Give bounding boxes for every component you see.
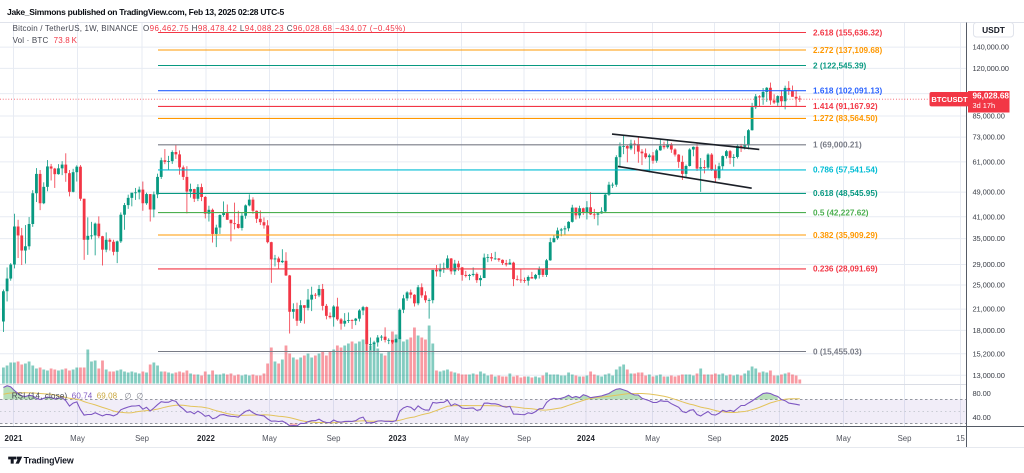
svg-text:0.236 (28,091.69): 0.236 (28,091.69) — [813, 265, 878, 274]
svg-text:Bitcoin / TetherUS, 1W, BINANC: Bitcoin / TetherUS, 1W, BINANCE — [13, 24, 138, 33]
svg-text:RSI (14, close): RSI (14, close) — [12, 392, 68, 401]
svg-text:18,000.00: 18,000.00 — [973, 326, 1005, 335]
svg-text:80.00: 80.00 — [973, 389, 991, 398]
svg-text:120,000.00: 120,000.00 — [973, 64, 1009, 73]
svg-text:0 (15,455.03): 0 (15,455.03) — [813, 347, 862, 356]
svg-text:0.786 (57,541.54): 0.786 (57,541.54) — [813, 166, 878, 175]
svg-text:0.618 (48,545.95): 0.618 (48,545.95) — [813, 189, 878, 198]
svg-text:2024: 2024 — [577, 434, 595, 443]
svg-text:2.618 (155,636.32): 2.618 (155,636.32) — [813, 28, 882, 37]
svg-text:Sep: Sep — [708, 434, 723, 443]
svg-text:29,000.00: 29,000.00 — [973, 260, 1005, 269]
svg-text:61,000.00: 61,000.00 — [973, 158, 1005, 167]
svg-text:85,000.00: 85,000.00 — [973, 112, 1005, 121]
svg-text:1.414 (91,167.92): 1.414 (91,167.92) — [813, 102, 878, 111]
svg-text:2.272 (137,109.68): 2.272 (137,109.68) — [813, 46, 882, 55]
svg-text:1 (69,000.21): 1 (69,000.21) — [813, 141, 862, 150]
svg-text:1.618 (102,091.13): 1.618 (102,091.13) — [813, 87, 882, 96]
svg-text:25,000.00: 25,000.00 — [973, 281, 1005, 290]
svg-text:73.8 K: 73.8 K — [54, 36, 78, 45]
svg-text:Sep: Sep — [898, 434, 913, 443]
svg-text:May: May — [645, 434, 660, 443]
svg-text:2021: 2021 — [5, 434, 23, 443]
svg-text:∅: ∅ — [136, 392, 143, 401]
svg-text:Sep: Sep — [517, 434, 532, 443]
svg-text:35,000.00: 35,000.00 — [973, 234, 1005, 243]
svg-text:2022: 2022 — [197, 434, 215, 443]
svg-text:∅: ∅ — [125, 392, 132, 401]
svg-text:2025: 2025 — [771, 434, 789, 443]
svg-text:0.5 (42,227.62): 0.5 (42,227.62) — [813, 208, 869, 217]
svg-text:60.74: 60.74 — [72, 392, 93, 401]
svg-text:USDT: USDT — [982, 25, 1006, 35]
svg-text:Sep: Sep — [327, 434, 342, 443]
svg-text:15: 15 — [956, 434, 965, 443]
svg-text:21,000.00: 21,000.00 — [973, 305, 1005, 314]
svg-text:May: May — [836, 434, 851, 443]
svg-text:140,000.00: 140,000.00 — [973, 43, 1009, 52]
svg-text:2 (122,545.39): 2 (122,545.39) — [813, 61, 867, 70]
svg-text:May: May — [262, 434, 277, 443]
svg-text:69.08: 69.08 — [97, 392, 118, 401]
svg-text:Sep: Sep — [135, 434, 150, 443]
svg-text:May: May — [454, 434, 469, 443]
svg-text:0.382 (35,909.29): 0.382 (35,909.29) — [813, 231, 878, 240]
svg-text:1.272 (83,564.50): 1.272 (83,564.50) — [813, 114, 878, 123]
svg-text:15,200.00: 15,200.00 — [973, 349, 1005, 358]
svg-text:96,028.68: 96,028.68 — [973, 92, 1010, 101]
svg-text:BTCUSDT: BTCUSDT — [931, 95, 968, 104]
svg-text:2023: 2023 — [389, 434, 407, 443]
svg-text:41,000.00: 41,000.00 — [973, 212, 1005, 221]
svg-text:3d 17h: 3d 17h — [973, 101, 996, 110]
svg-text:49,000.00: 49,000.00 — [973, 188, 1005, 197]
svg-text:Vol · BTC: Vol · BTC — [13, 36, 49, 45]
svg-text:TradingView: TradingView — [24, 456, 74, 466]
svg-text:73,000.00: 73,000.00 — [973, 133, 1005, 142]
svg-text:May: May — [70, 434, 85, 443]
svg-text:40.00: 40.00 — [973, 413, 991, 422]
svg-text:O96,462.75 H98,478.42 L94,088.: O96,462.75 H98,478.42 L94,088.23 C96,028… — [143, 24, 406, 33]
svg-text:13,000.00: 13,000.00 — [973, 371, 1005, 380]
